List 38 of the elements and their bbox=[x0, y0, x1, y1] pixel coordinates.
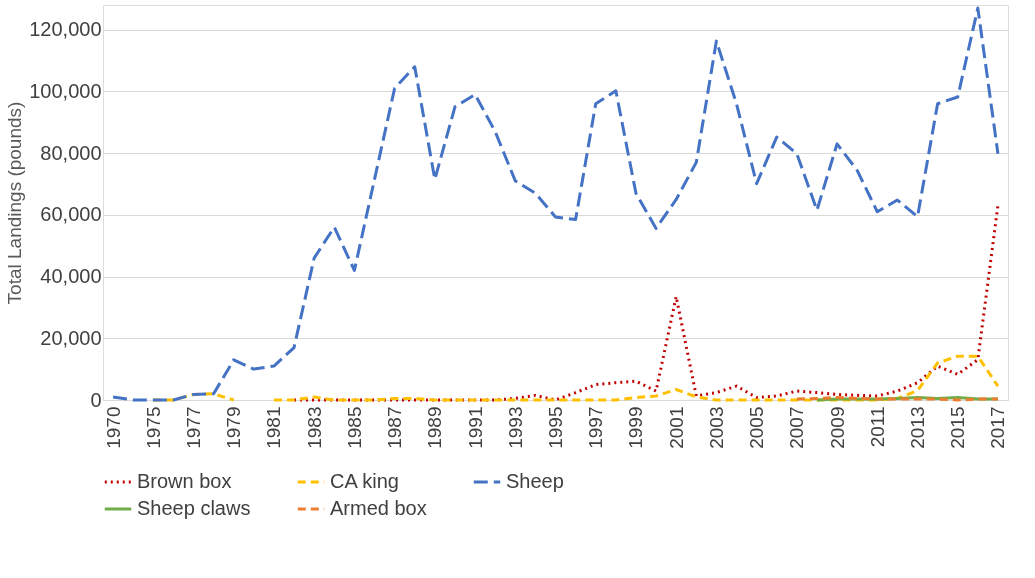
legend-label: Brown box bbox=[137, 470, 232, 492]
legend-label: Armed box bbox=[330, 497, 427, 519]
x-tick-label: 1981 bbox=[263, 406, 285, 449]
x-tick-label: 1989 bbox=[424, 406, 446, 449]
x-tick-label: 1999 bbox=[625, 406, 647, 449]
y-axis-title: Total Landings (pounds) bbox=[4, 101, 26, 305]
legend-label: CA king bbox=[330, 470, 399, 492]
x-tick-label: 1979 bbox=[223, 406, 245, 449]
legend-label: Sheep bbox=[506, 470, 564, 492]
y-tick-label: 80,000 bbox=[40, 141, 102, 164]
y-tick-label: 100,000 bbox=[29, 79, 102, 102]
x-tick-label: 2017 bbox=[987, 406, 1009, 449]
x-tick-label: 1987 bbox=[384, 406, 406, 449]
x-tick-label: 1997 bbox=[585, 406, 607, 449]
x-tick-label: 1985 bbox=[343, 406, 365, 449]
x-tick-label: 2011 bbox=[866, 406, 888, 448]
y-tick-label: 0 bbox=[90, 388, 102, 411]
x-tick-label: 2015 bbox=[947, 406, 969, 449]
y-tick-label: 120,000 bbox=[29, 18, 102, 41]
y-tick-label: 60,000 bbox=[40, 203, 102, 226]
x-tick-label: 1970 bbox=[102, 406, 124, 449]
x-tick-label: 1993 bbox=[504, 406, 526, 449]
x-tick-label: 2009 bbox=[826, 406, 848, 449]
line-series bbox=[111, 6, 1000, 402]
x-tick-label: 1975 bbox=[142, 406, 164, 449]
y-tick-label: 20,000 bbox=[40, 326, 102, 349]
x-tick-label: 2001 bbox=[665, 406, 687, 449]
x-tick-label: 1983 bbox=[303, 406, 325, 449]
x-tick-label: 2005 bbox=[746, 406, 768, 449]
x-tick-label: 2007 bbox=[786, 406, 808, 449]
x-tick-label: 1991 bbox=[464, 406, 486, 449]
y-tick-label: 40,000 bbox=[40, 265, 102, 288]
legend-label: Sheep claws bbox=[137, 497, 251, 519]
line-series bbox=[292, 203, 1000, 402]
x-tick-label: 1977 bbox=[183, 406, 204, 449]
x-tick-label: 1995 bbox=[545, 406, 566, 449]
x-tick-label: 2013 bbox=[907, 406, 928, 449]
x-tick-label: 2003 bbox=[705, 406, 727, 449]
